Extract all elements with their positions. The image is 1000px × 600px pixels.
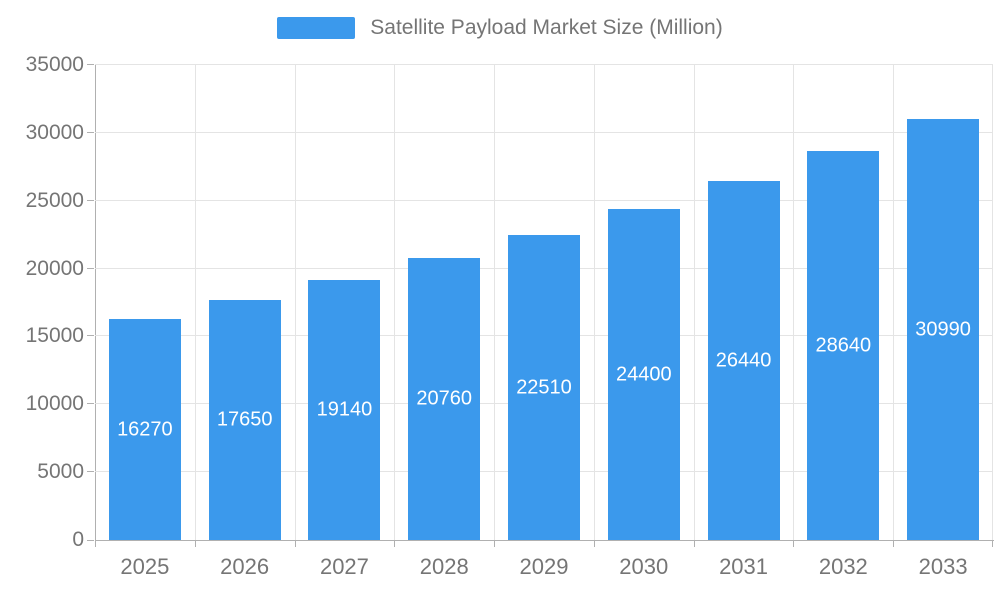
bar[interactable]: 26440 [707, 181, 780, 540]
x-axis-tick [195, 540, 196, 547]
bar-value-label: 19140 [316, 398, 373, 421]
x-axis-tick [295, 540, 296, 547]
y-axis-tick [87, 540, 94, 541]
y-axis-tick [87, 267, 94, 269]
gridline-horizontal [95, 64, 993, 65]
bar[interactable]: 30990 [907, 119, 980, 540]
bar-value-label: 24400 [615, 363, 672, 385]
bar[interactable]: 28640 [807, 151, 880, 540]
bar-value-label: 30990 [915, 318, 971, 340]
y-axis-label: 15000 [25, 324, 84, 348]
y-axis-label: 25000 [25, 188, 84, 212]
gridline-vertical [295, 65, 296, 540]
y-axis-tick [87, 64, 94, 65]
x-axis-tick [95, 540, 96, 547]
bar[interactable]: 19140 [308, 280, 381, 540]
x-axis-tick [893, 540, 894, 547]
y-axis-label: 35000 [25, 53, 84, 76]
y-axis-label: 30000 [25, 120, 84, 144]
bar-value-label: 28640 [815, 334, 872, 356]
x-axis-label: 2026 [220, 554, 270, 579]
y-axis-label: 0 [72, 528, 84, 551]
bar[interactable]: 20760 [408, 258, 481, 540]
bar[interactable]: 17650 [208, 300, 281, 540]
legend-swatch [277, 17, 356, 39]
bar-value-label: 20760 [416, 387, 473, 410]
legend-label: Satellite Payload Market Size (Million) [370, 16, 723, 39]
x-axis-label: 2031 [719, 554, 769, 579]
bar-value-label: 16270 [117, 418, 173, 440]
x-axis-label: 2029 [519, 554, 569, 579]
y-axis-tick [87, 199, 94, 201]
gridline-horizontal [95, 131, 993, 133]
y-axis-line [95, 65, 96, 541]
x-axis-line [95, 540, 994, 541]
gridline-vertical [992, 65, 993, 540]
plot-area: 16270 17650 19140 20760 22510 24400 26440 28640… [87, 64, 993, 547]
x-axis-label: 2025 [120, 554, 170, 579]
legend[interactable]: Satellite Payload Market Size (Million) [0, 16, 1000, 40]
y-axis-label: 5000 [37, 460, 84, 484]
bar-value-label: 26440 [715, 349, 772, 371]
gridline-vertical [195, 65, 196, 540]
y-axis-tick [87, 131, 94, 133]
x-axis-label: 2028 [419, 554, 469, 579]
x-axis-tick [793, 540, 794, 547]
y-axis-tick [87, 335, 94, 337]
x-axis-label: 2033 [918, 554, 968, 579]
gridline-vertical [694, 65, 695, 540]
gridline-vertical [594, 65, 595, 540]
x-axis-tick [494, 540, 495, 547]
x-axis-label: 2032 [818, 554, 868, 579]
gridline-vertical [793, 65, 794, 540]
y-axis-label: 20000 [25, 256, 84, 280]
x-axis-label: 2027 [319, 554, 369, 579]
y-axis-label: 10000 [25, 392, 84, 416]
gridline-vertical [893, 65, 894, 540]
x-axis-tick [394, 540, 395, 547]
bar[interactable]: 24400 [607, 209, 680, 540]
x-axis-tick [992, 540, 993, 547]
gridline-horizontal [95, 199, 993, 201]
bar[interactable]: 16270 [108, 319, 181, 540]
gridline-vertical [494, 65, 495, 540]
y-axis-tick [87, 403, 94, 405]
x-axis-label: 2030 [619, 554, 669, 579]
x-axis-tick [694, 540, 695, 547]
bar[interactable]: 22510 [508, 235, 580, 540]
y-axis-tick [87, 471, 94, 473]
x-axis-tick [594, 540, 595, 547]
gridline-vertical [394, 65, 395, 540]
bar-value-label: 17650 [216, 408, 273, 431]
bar-value-label: 22510 [516, 376, 572, 398]
